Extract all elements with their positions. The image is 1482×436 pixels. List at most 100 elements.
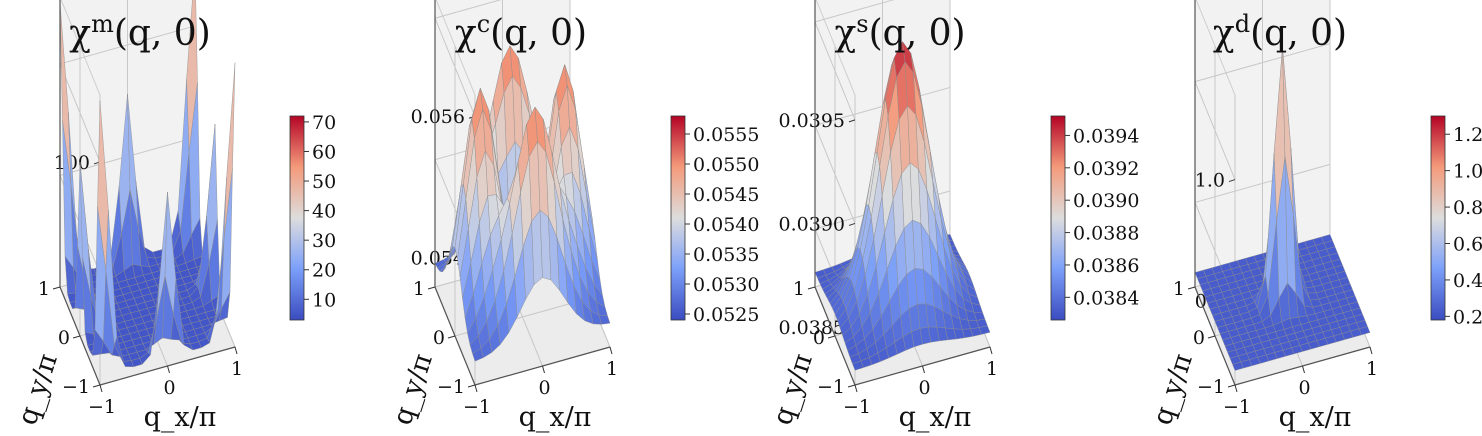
x-tick-mark <box>609 346 613 355</box>
title-argument: (q, 0) <box>869 13 966 54</box>
title-superscript: d <box>1235 10 1250 38</box>
surface <box>814 40 991 371</box>
z-tick-mark <box>848 222 856 226</box>
y-tick-label: 0 <box>58 327 70 349</box>
colorbar-tick-label: 0.8 <box>1453 197 1482 219</box>
colorbar <box>670 115 686 321</box>
x-tick-mark <box>922 365 925 374</box>
title-superscript: c <box>477 10 490 38</box>
surface-facet <box>223 62 236 238</box>
y-tick-label: −1 <box>817 376 845 398</box>
y-tick-label: 0 <box>1193 327 1205 349</box>
colorbar-tick-label: 0.0530 <box>693 274 759 296</box>
colorbar <box>289 115 305 321</box>
x-tick-label: 1 <box>986 358 998 380</box>
title-symbol: χ <box>69 13 91 54</box>
title-superscript: s <box>856 10 868 38</box>
colorbar-tick-label: 0.4 <box>1453 270 1482 292</box>
colorbar-tick-label: 30 <box>312 230 336 252</box>
x-tick-label: 1 <box>1366 358 1378 380</box>
y-tick-mark <box>847 384 856 388</box>
chart-panel-3: 0.0385 0.0390 0.0395 −1 0 1 −1 0 1 q_x/π q_y/π χs(q… <box>767 0 1139 433</box>
y-tick-label: −1 <box>62 376 90 398</box>
colorbar-tick-label: 0.0540 <box>693 214 759 236</box>
x-tick-label: −1 <box>1223 396 1251 418</box>
x-axis-label: q_x/π <box>1279 402 1352 433</box>
y-axis-label: q_y/π <box>12 350 64 429</box>
z-tick-label: 0.0395 <box>779 110 845 132</box>
title-symbol: χ <box>455 13 477 54</box>
colorbar-tick-label: 0.0525 <box>693 304 759 326</box>
colorbar <box>1050 115 1066 321</box>
chart-title: χd(q, 0) <box>1213 10 1347 54</box>
y-tick-mark <box>1187 286 1196 290</box>
colorbar-tick-label: 1.2 <box>1453 124 1482 146</box>
y-tick-label: −1 <box>1197 376 1225 398</box>
y-axis-label: q_y/π <box>767 350 819 429</box>
z-tick-label: 0.0390 <box>779 213 845 235</box>
x-tick-label: 1 <box>231 358 243 380</box>
x-tick-mark <box>234 346 238 355</box>
colorbar-tick-label: 0.0388 <box>1073 223 1139 245</box>
y-tick-label: 1 <box>413 278 425 300</box>
chart-title: χs(q, 0) <box>834 10 965 54</box>
y-tick-mark <box>827 335 836 339</box>
surface <box>59 0 236 367</box>
colorbar-tick-label: 1.0 <box>1453 161 1482 183</box>
y-axis-label: q_y/π <box>387 350 439 429</box>
y-tick-label: 0 <box>433 327 445 349</box>
chart-title: χm(q, 0) <box>69 10 211 54</box>
x-axis-label: q_x/π <box>899 402 972 433</box>
x-tick-mark <box>542 365 545 374</box>
surface <box>434 44 611 362</box>
title-superscript: m <box>91 10 114 38</box>
colorbar-tick-label: 0.6 <box>1453 234 1482 256</box>
y-tick-mark <box>1227 384 1236 388</box>
colorbar-tick-label: 20 <box>312 260 336 282</box>
y-tick-mark <box>92 384 101 388</box>
x-tick-mark <box>1234 384 1238 393</box>
surface <box>1194 47 1371 371</box>
x-axis-label: q_x/π <box>519 402 592 433</box>
x-tick-mark <box>1302 365 1305 374</box>
surface-facet <box>978 325 991 335</box>
colorbar-tick-label: 50 <box>312 171 336 193</box>
surface-facet <box>1358 326 1371 336</box>
colorbar-tick-label: 0.0555 <box>693 124 759 146</box>
y-tick-mark <box>72 335 81 339</box>
x-tick-label: −1 <box>88 396 116 418</box>
x-tick-label: 0 <box>1298 377 1310 399</box>
y-tick-mark <box>467 384 476 388</box>
y-tick-mark <box>52 286 61 290</box>
colorbar-tick-label: 40 <box>312 201 336 223</box>
title-argument: (q, 0) <box>490 13 587 54</box>
x-tick-label: 1 <box>606 358 618 380</box>
colorbar-tick-label: 0.0535 <box>693 244 759 266</box>
title-symbol: χ <box>1213 13 1235 54</box>
z-tick-label: 0.056 <box>411 106 465 128</box>
colorbar-tick-label: 0.0545 <box>693 184 759 206</box>
z-tick-label: 0.0385 <box>779 317 845 339</box>
x-tick-label: 0 <box>538 377 550 399</box>
y-tick-label: 0 <box>813 327 825 349</box>
x-tick-label: 0 <box>163 377 175 399</box>
colorbar-tick-label: 10 <box>312 289 336 311</box>
x-tick-mark <box>989 346 993 355</box>
colorbar-tick-label: 70 <box>312 112 336 134</box>
y-tick-mark <box>807 286 816 290</box>
x-tick-label: −1 <box>843 396 871 418</box>
x-tick-mark <box>854 384 858 393</box>
x-tick-mark <box>167 365 170 374</box>
z-tick-label: 1.0 <box>1195 170 1225 192</box>
surface-facet <box>598 314 611 325</box>
y-tick-label: 1 <box>793 278 805 300</box>
colorbar-tick-label: 0.2 <box>1453 306 1482 328</box>
x-tick-mark <box>1369 346 1373 355</box>
x-tick-mark <box>474 384 478 393</box>
chart-title: χc(q, 0) <box>455 10 587 54</box>
y-axis-label: q_y/π <box>1147 350 1199 429</box>
y-tick-mark <box>427 286 436 290</box>
